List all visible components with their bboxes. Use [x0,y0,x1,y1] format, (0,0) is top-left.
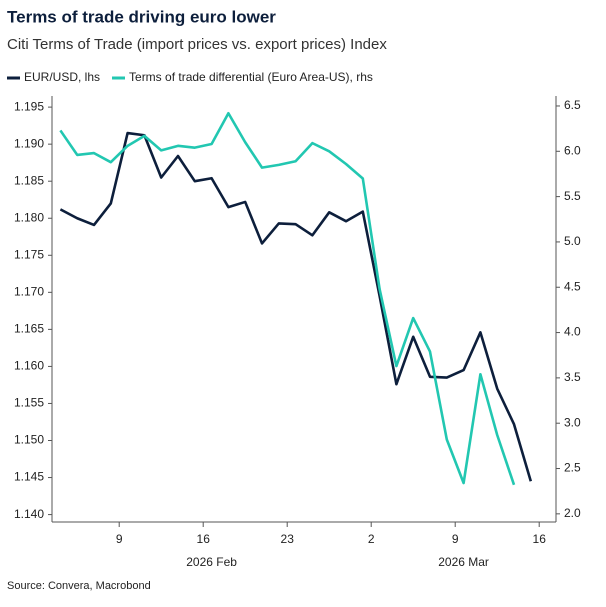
y2-tick-label: 3.0 [564,415,581,429]
y-tick-label: 1.180 [14,210,44,224]
y2-tick-label: 3.5 [564,370,581,384]
x-tick-label: 9 [452,532,459,546]
y-tick-label: 1.155 [14,396,44,410]
series-line [59,111,516,486]
y2-tick-label: 5.0 [564,234,581,248]
x-tick-label: 9 [116,532,123,546]
y-tick-label: 1.170 [14,285,44,299]
chart-subtitle: Citi Terms of Trade (import prices vs. e… [7,36,387,53]
y-tick-label: 1.160 [14,359,44,373]
y-tick-label: 1.175 [14,247,44,261]
y-tick-label: 1.150 [14,433,44,447]
y-tick-label: 1.140 [14,507,44,521]
legend-label: Terms of trade differential (Euro Area-U… [129,70,373,84]
y2-tick-label: 4.5 [564,279,581,293]
y-tick-label: 1.190 [14,136,44,150]
x-tick-label: 16 [533,532,547,546]
y2-tick-label: 5.5 [564,189,581,203]
x-tick-label: 16 [197,532,211,546]
source: Source: Convera, Macrobond [7,580,151,592]
x-group-label: 2026 Feb [186,555,237,569]
y2-tick-label: 4.0 [564,325,581,339]
y2-tick-label: 2.0 [564,506,581,520]
y2-tick-label: 2.5 [564,461,581,475]
y2-tick-label: 6.0 [564,143,581,157]
x-tick-label: 23 [281,532,295,546]
y-tick-label: 1.145 [14,470,44,484]
y2-tick-label: 6.5 [564,98,581,112]
chart-title: Terms of trade driving euro lower [7,7,276,26]
x-tick-label: 2 [368,532,375,546]
y-tick-label: 1.195 [14,99,44,113]
y-tick-label: 1.165 [14,322,44,336]
series-line [59,131,533,482]
legend-label: EUR/USD, lhs [24,70,100,84]
x-group-label: 2026 Mar [438,555,489,569]
y-tick-label: 1.185 [14,173,44,187]
